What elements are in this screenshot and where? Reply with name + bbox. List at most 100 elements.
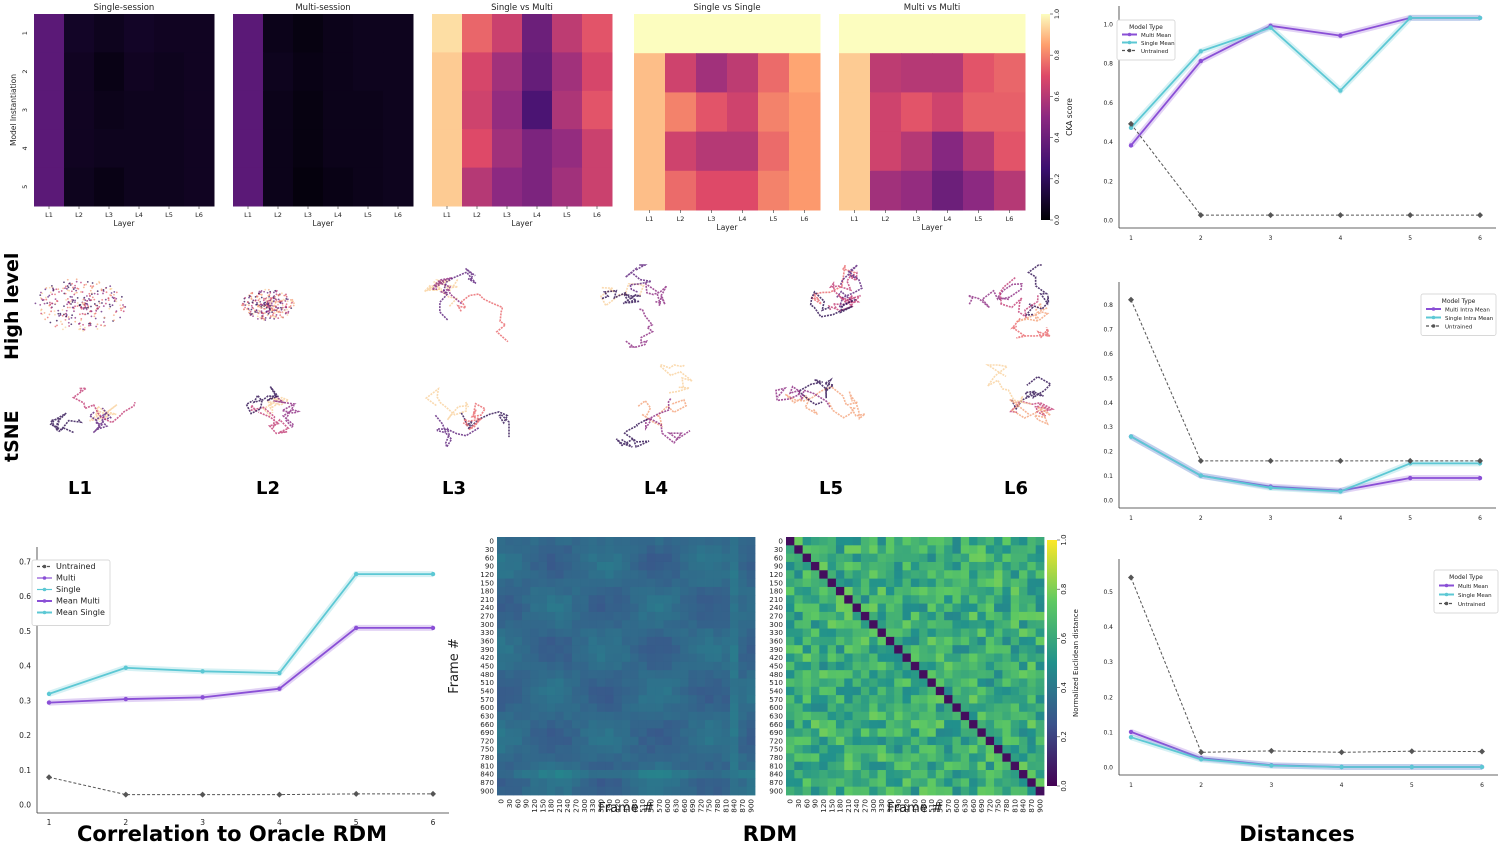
rdm-cell [730, 711, 739, 721]
rdm-cell [1010, 778, 1020, 788]
rdm-cell [960, 611, 970, 621]
rdm-cell [555, 670, 564, 679]
series-line [1130, 299, 1480, 462]
rdm-cell [902, 561, 912, 571]
tsne-point [92, 285, 95, 288]
rdm-cell [663, 695, 673, 704]
rdm-cell [605, 670, 614, 679]
tsne-point [90, 299, 92, 301]
tsne-high-level-scatter [809, 264, 863, 318]
tsne-point [68, 318, 70, 320]
rdm-cell [869, 678, 878, 688]
rdm-cell [688, 611, 698, 621]
rdm-cell [671, 661, 681, 671]
data-point [1477, 457, 1483, 464]
tsne-point [76, 305, 79, 307]
rdm-cell [546, 595, 556, 604]
rdm-cell [810, 595, 820, 604]
rdm-cell [588, 561, 598, 571]
rdm-cell [596, 703, 606, 713]
cka-cell [839, 92, 871, 133]
cka-cell [522, 14, 553, 53]
rdm-cell [877, 586, 887, 596]
rdm-cell [705, 678, 714, 688]
rdm-cell [546, 603, 556, 613]
rdm-cell [927, 736, 937, 746]
tsne-point [251, 291, 254, 294]
rdm-cell [580, 611, 589, 621]
rdm-cell [530, 603, 540, 613]
rdm-cell [919, 761, 928, 771]
tsne-point [81, 291, 84, 293]
tsne-point [285, 295, 288, 298]
rdm-cell [538, 786, 548, 796]
rdm-cell [935, 770, 945, 779]
rdm-cell [935, 645, 945, 654]
cka-tick-label: L5 [975, 215, 983, 223]
rdm-cell [730, 678, 739, 688]
y-tick-label: 0.2 [1103, 178, 1113, 185]
rdm-cell [835, 537, 845, 546]
rdm-cell [844, 661, 853, 671]
tsne-point [74, 292, 77, 295]
rdm-cell [605, 753, 614, 763]
legend-box [1433, 569, 1499, 614]
rdm-cell [1010, 586, 1020, 596]
rdm-cell [646, 736, 656, 746]
rdm-cell [844, 745, 853, 754]
rdm-cell [927, 545, 937, 555]
data-point [123, 665, 128, 671]
cka-tick-label: L1 [443, 211, 451, 219]
rdm-cell [819, 586, 829, 596]
cka-cell [94, 52, 125, 92]
tsne-trajectory [1009, 398, 1051, 426]
rdm-cell [621, 728, 631, 738]
rdm-cell [927, 686, 937, 696]
rdm-cell [588, 753, 598, 763]
cka-cell [839, 53, 871, 93]
tsne-point [244, 304, 247, 307]
rdm-cell [630, 695, 639, 704]
rdm-cell [671, 636, 681, 646]
rdm-cell [530, 678, 540, 688]
rdm-cell [638, 545, 648, 555]
rdm-cell [852, 695, 862, 704]
rdm-cell [555, 728, 564, 738]
rdm-xtick-label: 750 [994, 799, 1003, 813]
rdm-cell [530, 553, 540, 563]
tsne-point [98, 302, 101, 305]
cka-cell [552, 90, 583, 130]
rdm-xtick-label: 690 [688, 799, 697, 813]
tsne-point [250, 298, 253, 300]
cka-cell [696, 131, 728, 172]
rdm-cell [927, 561, 937, 571]
rdm-cell [555, 653, 564, 663]
rdm-cell [555, 578, 564, 588]
rdm-cell [877, 628, 887, 638]
rdm-cell [730, 603, 739, 613]
tsne-scatter [424, 386, 510, 450]
rdm-cell [902, 611, 912, 621]
rdm-cell [521, 578, 531, 588]
tsne-point [76, 297, 79, 299]
rdm-cell [910, 720, 920, 729]
rdm-cell [738, 753, 748, 763]
cka-xlabel: Layer [922, 223, 944, 232]
rdm-cell [563, 745, 573, 754]
rdm-cell [944, 553, 953, 563]
rdm-cell [538, 553, 548, 563]
rdm-cell [680, 620, 689, 629]
rdm-cell [746, 761, 756, 771]
rdm-cell [680, 703, 689, 713]
tsne-point [104, 302, 107, 305]
rdm-cell [960, 753, 970, 763]
rdm-cell [1035, 595, 1045, 604]
rdm-cell [827, 770, 837, 779]
rdm-cell [696, 620, 706, 629]
tsne-point [43, 302, 46, 305]
tsne-side-high-level: High level [1, 253, 23, 360]
rdm-cell [919, 570, 928, 580]
rdm-cell [680, 736, 689, 746]
rdm-cell [994, 578, 1003, 588]
